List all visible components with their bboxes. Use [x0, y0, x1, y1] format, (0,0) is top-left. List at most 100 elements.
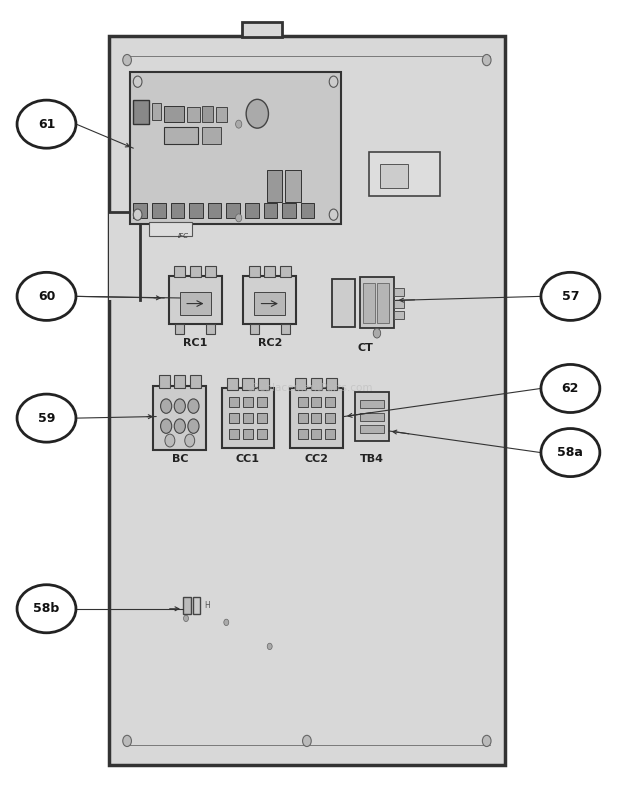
- Circle shape: [373, 328, 381, 338]
- FancyBboxPatch shape: [133, 100, 149, 124]
- FancyBboxPatch shape: [311, 413, 321, 423]
- FancyBboxPatch shape: [153, 386, 206, 450]
- FancyBboxPatch shape: [298, 397, 308, 407]
- FancyBboxPatch shape: [226, 203, 240, 218]
- Text: 61: 61: [38, 118, 55, 131]
- FancyBboxPatch shape: [282, 203, 296, 218]
- FancyBboxPatch shape: [243, 397, 253, 407]
- FancyBboxPatch shape: [394, 300, 404, 308]
- FancyBboxPatch shape: [298, 429, 308, 439]
- Text: H: H: [205, 601, 210, 610]
- FancyBboxPatch shape: [242, 22, 282, 37]
- FancyBboxPatch shape: [258, 378, 269, 390]
- FancyBboxPatch shape: [355, 392, 389, 441]
- Circle shape: [267, 643, 272, 650]
- FancyBboxPatch shape: [180, 292, 211, 315]
- FancyBboxPatch shape: [245, 203, 259, 218]
- FancyBboxPatch shape: [164, 127, 198, 144]
- FancyBboxPatch shape: [243, 429, 253, 439]
- Circle shape: [161, 419, 172, 433]
- FancyBboxPatch shape: [298, 413, 308, 423]
- FancyBboxPatch shape: [360, 277, 394, 328]
- Text: RC2: RC2: [257, 338, 282, 348]
- FancyBboxPatch shape: [229, 429, 239, 439]
- FancyBboxPatch shape: [202, 106, 213, 122]
- FancyBboxPatch shape: [183, 597, 191, 614]
- FancyBboxPatch shape: [264, 266, 275, 277]
- Circle shape: [133, 76, 142, 87]
- FancyBboxPatch shape: [164, 106, 184, 122]
- Circle shape: [303, 735, 311, 747]
- FancyBboxPatch shape: [108, 212, 140, 300]
- Text: 58a: 58a: [557, 446, 583, 459]
- FancyBboxPatch shape: [281, 324, 290, 334]
- Text: 58b: 58b: [33, 602, 60, 615]
- FancyBboxPatch shape: [229, 413, 239, 423]
- Circle shape: [174, 419, 185, 433]
- FancyBboxPatch shape: [205, 266, 216, 277]
- Circle shape: [188, 419, 199, 433]
- Text: TB4: TB4: [360, 454, 384, 464]
- FancyBboxPatch shape: [169, 276, 222, 324]
- Circle shape: [184, 615, 188, 622]
- FancyBboxPatch shape: [216, 107, 227, 122]
- FancyBboxPatch shape: [152, 203, 166, 218]
- FancyBboxPatch shape: [264, 203, 277, 218]
- FancyBboxPatch shape: [133, 203, 147, 218]
- Text: eReplacementParts.com: eReplacementParts.com: [247, 384, 373, 393]
- Ellipse shape: [17, 100, 76, 148]
- FancyBboxPatch shape: [360, 400, 384, 408]
- FancyBboxPatch shape: [249, 266, 260, 277]
- Circle shape: [482, 735, 491, 747]
- FancyBboxPatch shape: [369, 152, 440, 196]
- Text: BC: BC: [172, 454, 188, 464]
- FancyBboxPatch shape: [254, 292, 285, 315]
- Circle shape: [329, 76, 338, 87]
- Circle shape: [123, 54, 131, 66]
- Text: RC1: RC1: [183, 338, 208, 348]
- Text: 57: 57: [562, 290, 579, 303]
- FancyBboxPatch shape: [206, 324, 215, 334]
- Text: CC1: CC1: [236, 454, 260, 464]
- FancyBboxPatch shape: [152, 103, 161, 120]
- FancyBboxPatch shape: [130, 72, 341, 224]
- FancyBboxPatch shape: [190, 266, 201, 277]
- Circle shape: [236, 120, 242, 128]
- Circle shape: [185, 434, 195, 447]
- FancyBboxPatch shape: [243, 413, 253, 423]
- FancyBboxPatch shape: [295, 378, 306, 390]
- FancyBboxPatch shape: [326, 378, 337, 390]
- FancyBboxPatch shape: [377, 283, 389, 323]
- Text: CC2: CC2: [304, 454, 328, 464]
- Ellipse shape: [17, 394, 76, 442]
- Text: 62: 62: [562, 382, 579, 395]
- Circle shape: [246, 99, 268, 128]
- FancyBboxPatch shape: [394, 288, 404, 296]
- FancyBboxPatch shape: [175, 324, 184, 334]
- FancyBboxPatch shape: [257, 413, 267, 423]
- Text: CT: CT: [358, 344, 374, 353]
- FancyBboxPatch shape: [229, 397, 239, 407]
- Circle shape: [236, 214, 242, 222]
- FancyBboxPatch shape: [170, 203, 184, 218]
- FancyBboxPatch shape: [242, 378, 254, 390]
- FancyBboxPatch shape: [285, 170, 301, 202]
- FancyBboxPatch shape: [250, 324, 259, 334]
- FancyBboxPatch shape: [190, 375, 201, 388]
- Text: 60: 60: [38, 290, 55, 303]
- FancyBboxPatch shape: [325, 413, 335, 423]
- Circle shape: [188, 399, 199, 413]
- FancyBboxPatch shape: [290, 388, 342, 449]
- Circle shape: [329, 209, 338, 220]
- Ellipse shape: [17, 272, 76, 320]
- FancyBboxPatch shape: [363, 283, 375, 323]
- Ellipse shape: [541, 272, 600, 320]
- FancyBboxPatch shape: [360, 425, 384, 433]
- FancyBboxPatch shape: [311, 397, 321, 407]
- FancyBboxPatch shape: [174, 266, 185, 277]
- Circle shape: [133, 209, 142, 220]
- FancyBboxPatch shape: [149, 222, 192, 236]
- FancyBboxPatch shape: [280, 266, 291, 277]
- FancyBboxPatch shape: [325, 429, 335, 439]
- FancyBboxPatch shape: [208, 203, 221, 218]
